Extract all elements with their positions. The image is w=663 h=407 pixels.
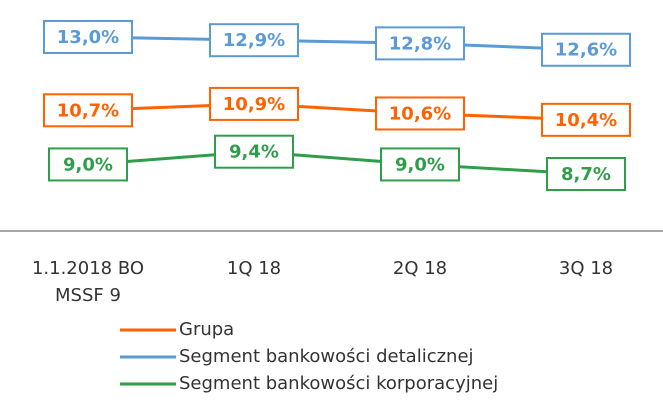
value-label: 8,7% (561, 164, 611, 185)
value-box (375, 26, 465, 61)
value-box (209, 23, 299, 58)
value-label: 9,0% (63, 154, 113, 175)
value-box (380, 147, 460, 182)
value-box (43, 20, 133, 54)
value-label: 10,4% (555, 110, 617, 131)
x-tick-label: 2Q 18 (392, 258, 448, 279)
value-box (541, 32, 631, 67)
value-label: 12,6% (555, 40, 617, 61)
series-line (87, 102, 587, 122)
x-tick-label: 1.1.2018 BO MSSF 9 (31, 258, 145, 306)
legend-label: Grupa (179, 319, 234, 340)
value-box (209, 86, 299, 121)
series-line (87, 35, 587, 52)
value-box (48, 147, 128, 182)
legend-label: Segment bankowości korporacyjnej (179, 373, 498, 394)
value-label: 12,9% (223, 30, 285, 51)
value-label: 10,9% (223, 94, 285, 115)
legend-label: Segment bankowości detalicznej (179, 346, 474, 367)
value-box (541, 102, 631, 137)
value-label: 9,0% (395, 154, 445, 175)
value-label: 10,6% (389, 103, 451, 124)
value-label: 13,0% (57, 27, 119, 48)
value-box (375, 96, 465, 131)
value-box (214, 134, 294, 169)
x-tick-label: 1Q 18 (226, 258, 282, 279)
value-box (546, 157, 626, 191)
value-box (43, 93, 133, 128)
value-label: 12,8% (389, 33, 451, 54)
value-label: 9,4% (229, 142, 279, 163)
x-tick-label: 3Q 18 (558, 258, 614, 279)
series-line (87, 150, 587, 176)
value-label: 10,7% (57, 100, 119, 121)
